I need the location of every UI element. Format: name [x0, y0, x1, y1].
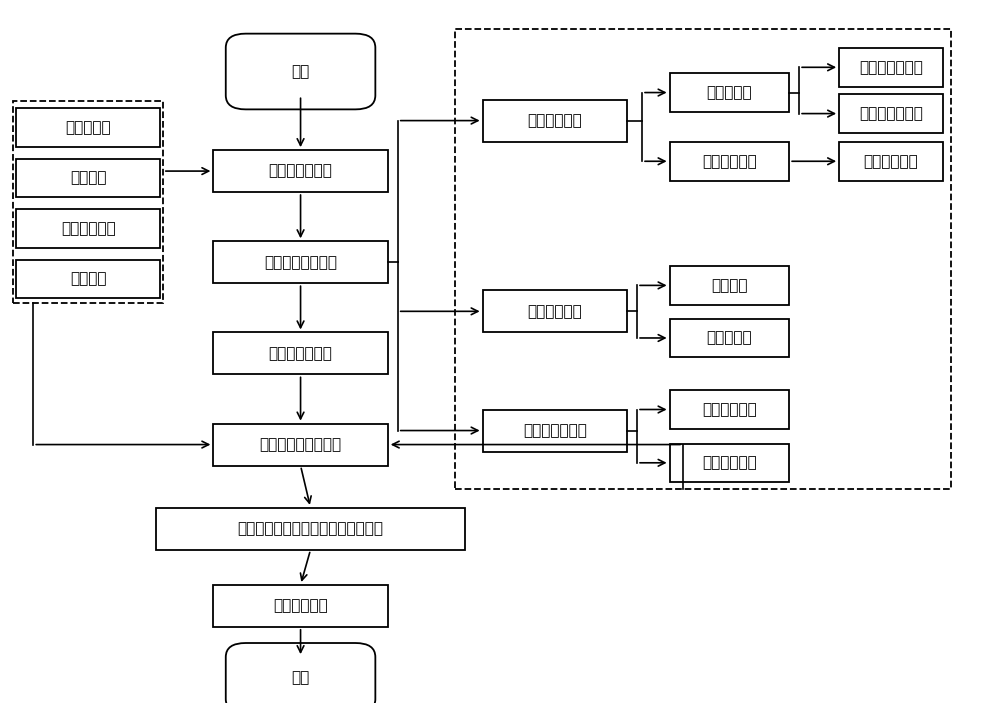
FancyBboxPatch shape: [670, 73, 789, 112]
FancyBboxPatch shape: [670, 390, 789, 429]
Text: 热力系统过程分解: 热力系统过程分解: [264, 255, 337, 270]
FancyBboxPatch shape: [483, 410, 627, 451]
Text: 停止: 停止: [291, 671, 310, 686]
Text: 流体流动过程: 流体流动过程: [527, 113, 582, 128]
FancyBboxPatch shape: [16, 260, 160, 298]
FancyBboxPatch shape: [16, 209, 160, 248]
FancyBboxPatch shape: [839, 94, 943, 133]
Text: 连接子系统进行二回路总体仿真计算: 连接子系统进行二回路总体仿真计算: [238, 521, 384, 536]
Text: 给水系统: 给水系统: [70, 272, 106, 287]
FancyBboxPatch shape: [213, 424, 388, 465]
Text: 转矩存储模块: 转矩存储模块: [702, 402, 757, 417]
Text: 确定子系统参数: 确定子系统参数: [269, 346, 332, 361]
Text: 热阻模块: 热阻模块: [711, 278, 748, 293]
FancyBboxPatch shape: [156, 508, 465, 550]
FancyBboxPatch shape: [670, 319, 789, 357]
FancyBboxPatch shape: [670, 266, 789, 305]
FancyBboxPatch shape: [226, 34, 375, 109]
FancyBboxPatch shape: [213, 150, 388, 192]
FancyBboxPatch shape: [483, 290, 627, 332]
Text: 蒸汽管道系统: 蒸汽管道系统: [61, 221, 116, 236]
FancyBboxPatch shape: [839, 142, 943, 180]
FancyBboxPatch shape: [226, 643, 375, 704]
FancyBboxPatch shape: [213, 241, 388, 283]
Text: 建立子系统动态模型: 建立子系统动态模型: [259, 437, 342, 452]
Text: 可压缩流体: 可压缩流体: [707, 85, 752, 100]
FancyBboxPatch shape: [670, 142, 789, 180]
FancyBboxPatch shape: [213, 585, 388, 627]
FancyBboxPatch shape: [213, 332, 388, 375]
Text: 汽轮机设备: 汽轮机设备: [65, 120, 111, 135]
Text: 热量传递过程: 热量传递过程: [527, 304, 582, 319]
Text: 流体网络模块: 流体网络模块: [864, 153, 918, 169]
Text: 二回路系统分解: 二回路系统分解: [269, 163, 332, 179]
FancyBboxPatch shape: [839, 48, 943, 87]
Text: 流动存储型模块: 流动存储型模块: [859, 106, 923, 121]
Text: 开始: 开始: [291, 64, 310, 79]
FancyBboxPatch shape: [16, 159, 160, 197]
Text: 计算结果输出: 计算结果输出: [273, 598, 328, 613]
FancyBboxPatch shape: [670, 444, 789, 482]
Text: 机械能传递过程: 机械能传递过程: [523, 423, 587, 438]
FancyBboxPatch shape: [16, 108, 160, 147]
Text: 流动阻力型模块: 流动阻力型模块: [859, 60, 923, 75]
Text: 转动阻力模块: 转动阻力模块: [702, 455, 757, 470]
Text: 不可压缩流体: 不可压缩流体: [702, 153, 757, 169]
Text: 凝汽设备: 凝汽设备: [70, 170, 106, 186]
Text: 热存储模块: 热存储模块: [707, 330, 752, 346]
FancyBboxPatch shape: [483, 99, 627, 142]
